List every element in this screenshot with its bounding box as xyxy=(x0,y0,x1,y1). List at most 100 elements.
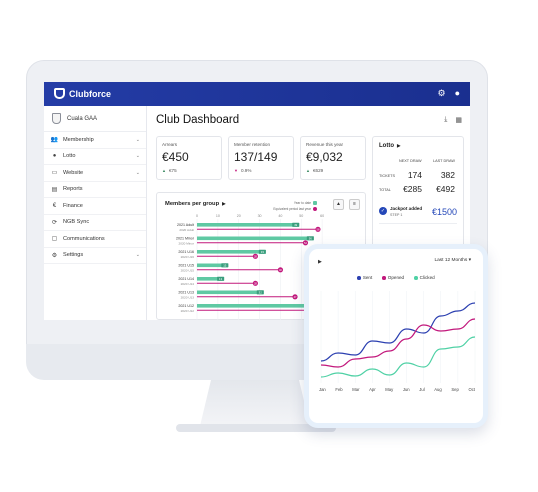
tickets-last: 382 xyxy=(440,170,455,180)
x-tick-label: Aug xyxy=(434,387,442,392)
grid-icon[interactable]: ▦ xyxy=(455,117,462,124)
club-selector[interactable]: Cuala GAA xyxy=(44,106,146,132)
chevron-down-icon: ⌄ xyxy=(135,136,140,143)
brand-logo[interactable]: Clubforce xyxy=(54,88,111,99)
kpi-card-arrears[interactable]: Arrears €450 ▲ €75 xyxy=(156,136,222,180)
chevron-down-icon: ⌄ xyxy=(135,153,140,160)
caret-right-icon[interactable]: ▶ xyxy=(318,259,322,265)
kpi-card-revenue[interactable]: Revenue this year €9,032 ▲ €629 xyxy=(300,136,366,180)
x-tick-label: Jan xyxy=(319,387,326,392)
phone-mockup: ▶ Last 12 Months ▾ Sent Opened Clicked J… xyxy=(304,244,488,428)
sort-button[interactable]: ▲ xyxy=(333,199,344,210)
kpi-delta: ▲ €629 xyxy=(306,168,324,173)
jackpot-step: STEP 1 xyxy=(390,213,403,217)
bar-value-label: 15 xyxy=(223,263,227,267)
kpi-label: Member retention xyxy=(234,142,271,147)
sidebar-item-label: Communications xyxy=(63,235,105,242)
legend-previous-label: Equivalent period last year xyxy=(273,207,311,211)
user-icon[interactable]: ● xyxy=(454,88,460,98)
bar-previous-label: 28 xyxy=(254,254,257,258)
bar-value-badge xyxy=(306,236,314,241)
page-title: Club Dashboard xyxy=(156,114,240,126)
category-sublabel: 2020 U12 xyxy=(181,309,195,313)
legend-swatch xyxy=(313,207,317,212)
sidebar-item-reports[interactable]: ▤ Reports xyxy=(44,182,146,198)
category-sublabel: 2020 U15 xyxy=(181,269,195,273)
sync-icon: ⟳ xyxy=(51,219,58,226)
bar-previous-marker xyxy=(292,294,298,300)
monitor-stand-base xyxy=(176,424,336,432)
chart-title[interactable]: Members per group ▶ xyxy=(165,201,226,207)
x-axis-labels: Jan Feb Mar Apr May Jun Jul Aug Sep Oct xyxy=(319,387,475,392)
bar-value-badge xyxy=(221,263,229,268)
bar-previous-marker xyxy=(252,253,258,259)
total-next: €285 xyxy=(403,184,422,194)
bar-current xyxy=(197,277,225,281)
sidebar-item-label: Lotto xyxy=(63,153,76,160)
x-tick-label: 40 xyxy=(278,214,282,218)
list-view-button[interactable]: ≡ xyxy=(349,199,360,210)
category-label: 2021 U14 xyxy=(178,277,194,281)
x-tick-label: 30 xyxy=(258,214,262,218)
date-range-select[interactable]: Last 12 Months ▾ xyxy=(434,258,471,263)
series-line-sent xyxy=(320,302,476,362)
kpi-value: €9,032 xyxy=(306,150,343,164)
kpi-value: 137/149 xyxy=(234,150,278,164)
x-tick-label: Jul xyxy=(419,387,425,392)
bar-value-badge xyxy=(217,276,225,281)
bar-current xyxy=(197,250,266,254)
trend-up-icon: ▲ xyxy=(306,168,310,173)
sidebar-item-settings[interactable]: ⚙ Settings ⌄ xyxy=(44,248,146,264)
kpi-card-retention[interactable]: Member retention 137/149 ▼ 0.9% xyxy=(228,136,294,180)
sidebar-item-website[interactable]: ▭ Website ⌄ xyxy=(44,165,146,182)
sidebar: Cuala GAA 👥 Membership ⌄ ● Lotto ⌄ ▭ Website ⌄ ▤ R… xyxy=(44,106,147,320)
tickets-label: TICKETS xyxy=(379,174,396,178)
kpi-label: Revenue this year xyxy=(306,142,344,147)
bar-current xyxy=(197,290,264,295)
download-icon[interactable]: ⤓ xyxy=(444,116,448,123)
x-tick-label: 10 xyxy=(216,214,220,218)
legend-item-clicked: Clicked xyxy=(414,275,435,280)
sidebar-item-membership[interactable]: 👥 Membership ⌄ xyxy=(44,132,146,149)
bar-value-label: 32 xyxy=(259,290,263,294)
bar-current xyxy=(197,263,229,268)
total-label: TOTAL xyxy=(379,188,391,192)
people-icon: 👥 xyxy=(50,137,59,144)
bar-previous-label: 40 xyxy=(279,268,282,272)
club-name: Cuala GAA xyxy=(67,115,98,122)
report-icon: ▤ xyxy=(51,186,58,193)
bar-value-badge xyxy=(292,222,300,227)
sidebar-item-finance[interactable]: € Finance xyxy=(44,198,146,215)
x-tick-label: Feb xyxy=(335,387,343,392)
category-label: 2021 U16 xyxy=(178,250,194,254)
kpi-label: Arrears xyxy=(162,142,178,147)
bar-value-label: 13 xyxy=(219,277,223,281)
category-sublabel: 2020 Minor xyxy=(179,242,194,246)
x-tick-label: 50 xyxy=(299,214,303,218)
bar-current xyxy=(197,236,314,241)
lotto-title[interactable]: Lotto ▶ xyxy=(379,143,401,149)
toggle-icon: ● xyxy=(52,153,57,160)
dashboard-screen: Clubforce ⚙ ● Cuala GAA 👥 Membership ⌄ ● Lot… xyxy=(44,82,470,320)
sidebar-item-ngb-sync[interactable]: ⟳ NGB Sync xyxy=(44,215,146,231)
legend-swatch xyxy=(313,201,317,206)
chart-legend: Sent Opened Clicked xyxy=(309,275,483,280)
sidebar-item-lotto[interactable]: ● Lotto ⌄ xyxy=(44,149,146,165)
chevron-down-icon: ⌄ xyxy=(135,169,140,176)
category-label: 2021 Minor xyxy=(176,237,195,241)
legend-current-label: Year to date xyxy=(293,201,311,205)
next-draw-label: NEXT DRAW xyxy=(399,159,422,163)
jackpot-label: Jackpot added xyxy=(390,206,423,211)
website-icon: ▭ xyxy=(51,170,58,177)
series-line-opened xyxy=(320,318,476,368)
sidebar-item-communications[interactable]: ▢ Communications xyxy=(44,231,146,248)
gear-icon[interactable]: ⚙ xyxy=(437,88,446,98)
x-tick-label: Jun xyxy=(402,387,410,392)
bar-previous-label: 52 xyxy=(304,241,307,245)
bar-current xyxy=(197,304,335,308)
bar-previous-marker xyxy=(302,240,309,246)
bar-value-label: 49 xyxy=(294,223,298,227)
x-tick-label: Mar xyxy=(352,387,360,392)
category-label: 2021 U15 xyxy=(178,264,194,268)
